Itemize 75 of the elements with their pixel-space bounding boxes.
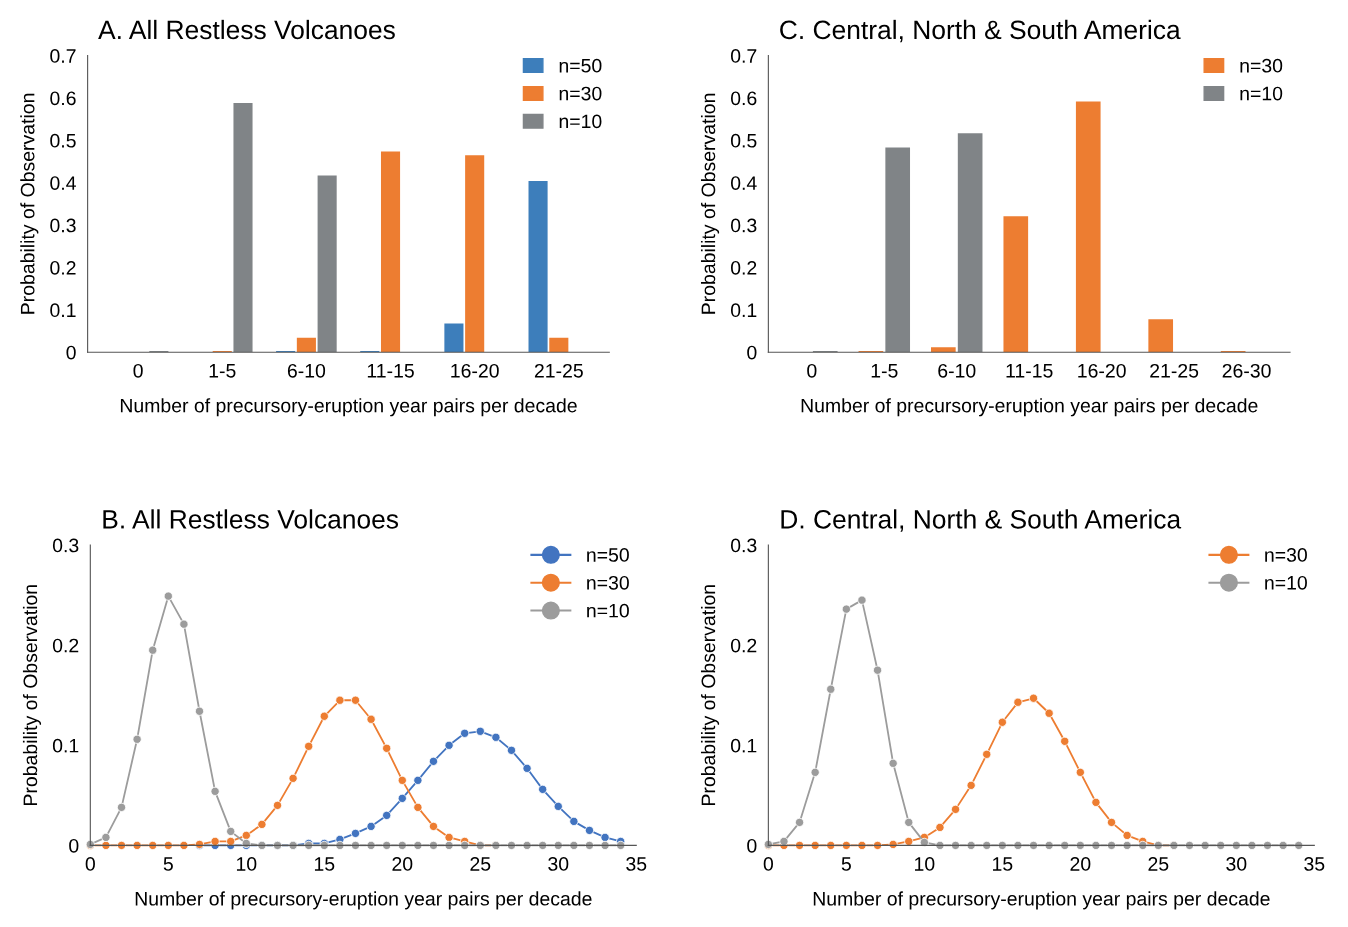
y-axis-title: Probability of Observation: [22, 585, 42, 805]
legend-label: n=10: [1265, 575, 1307, 590]
x-tick-label: 6-10: [938, 363, 976, 378]
y-tick-label: 0.3: [730, 538, 757, 553]
x-tick-label: 5: [841, 857, 851, 871]
y-tick-label: 0.1: [730, 303, 757, 318]
x-tick-label: 25: [470, 857, 491, 871]
y-tick-label: 0.3: [50, 218, 76, 233]
x-tick-label: 25: [1148, 857, 1169, 871]
x-tick-label: 35: [626, 857, 647, 871]
x-tick-label: 21-25: [1150, 363, 1199, 378]
y-tick-label: 0: [66, 345, 76, 360]
x-tick-label: 16-20: [451, 363, 499, 378]
x-tick-label: 15: [993, 857, 1013, 871]
x-tick-label: 5: [163, 857, 173, 871]
x-tick-label: 0: [763, 857, 774, 871]
x-tick-label: 15: [314, 857, 335, 871]
x-tick-label: 0: [807, 363, 817, 378]
y-tick-label: 0.2: [52, 638, 79, 653]
x-tick-label: 20: [392, 857, 413, 871]
x-tick-label: 35: [1304, 857, 1325, 871]
x-tick-label: 30: [1226, 857, 1247, 871]
x-axis-title: Number of precursory-eruption year pairs per decade: [120, 398, 577, 417]
y-tick-label: 0.2: [730, 638, 757, 653]
x-tick-label: 0: [85, 857, 95, 871]
y-tick-label: 0.4: [50, 176, 76, 190]
x-tick-label: 11-15: [1006, 364, 1053, 378]
y-tick-label: 0: [69, 838, 79, 853]
y-tick-label: 0.4: [730, 176, 757, 190]
x-tick-label: 20: [1070, 857, 1091, 871]
legend-label: n=30: [1240, 58, 1283, 73]
y-tick-label: 0.2: [50, 260, 76, 275]
y-tick-label: 0: [747, 345, 757, 360]
y-tick-label: 0.5: [50, 133, 76, 148]
legend-label: n=30: [559, 86, 602, 101]
x-tick-label: 1-5: [871, 364, 898, 378]
legend-label: n=10: [559, 114, 602, 129]
y-axis-title: Probability of Observation: [20, 93, 39, 314]
y-tick-label: 0.3: [730, 218, 757, 233]
y-tick-label: 0.1: [52, 738, 79, 753]
legend-label: n=10: [587, 603, 629, 618]
y-axis-title: Probability of Observation: [700, 93, 720, 314]
x-axis-title: Number of precursory-eruption year pairs per decade: [135, 891, 592, 910]
x-tick-label: 0: [133, 363, 143, 378]
x-tick-label: 11-15: [367, 364, 414, 378]
x-tick-label: 1-5: [209, 364, 236, 378]
x-tick-label: 21-25: [534, 363, 583, 378]
x-tick-label: 10: [236, 857, 257, 871]
y-tick-label: 0.5: [730, 133, 757, 148]
x-tick-label: 30: [548, 857, 569, 871]
legend-label: n=30: [587, 575, 629, 590]
x-axis-title: Number of precursory-eruption year pairs per decade: [801, 398, 1258, 417]
y-tick-label: 0.1: [50, 303, 76, 318]
y-axis-title: Probability of Observation: [700, 585, 720, 805]
chart-title: C. Central, North & South America: [780, 19, 1181, 43]
chart-title: D. Central, North & South America: [781, 509, 1182, 532]
x-tick-label: 26-30: [1222, 363, 1271, 378]
x-tick-label: 10: [915, 857, 935, 871]
chart-title: A. All Restless Volcanoes: [98, 19, 395, 40]
y-tick-label: 0.2: [730, 260, 757, 275]
legend-label: n=10: [1240, 86, 1283, 101]
x-axis-title: Number of precursory-eruption year pairs per decade: [813, 891, 1270, 910]
y-tick-label: 0.3: [52, 538, 79, 553]
legend-label: n=30: [1265, 548, 1307, 562]
x-tick-label: 16-20: [1078, 363, 1126, 378]
y-tick-label: 0.7: [730, 49, 757, 63]
y-tick-label: 0.6: [730, 91, 757, 106]
y-tick-label: 0: [747, 838, 757, 853]
chart-title: B. All Restless Volcanoes: [103, 509, 399, 529]
y-tick-label: 0.6: [50, 91, 76, 106]
legend-label: n=50: [559, 58, 602, 73]
y-tick-label: 0.7: [50, 49, 76, 63]
x-tick-label: 6-10: [287, 363, 326, 378]
y-tick-label: 0.1: [730, 738, 757, 753]
legend-label: n=50: [587, 548, 629, 562]
